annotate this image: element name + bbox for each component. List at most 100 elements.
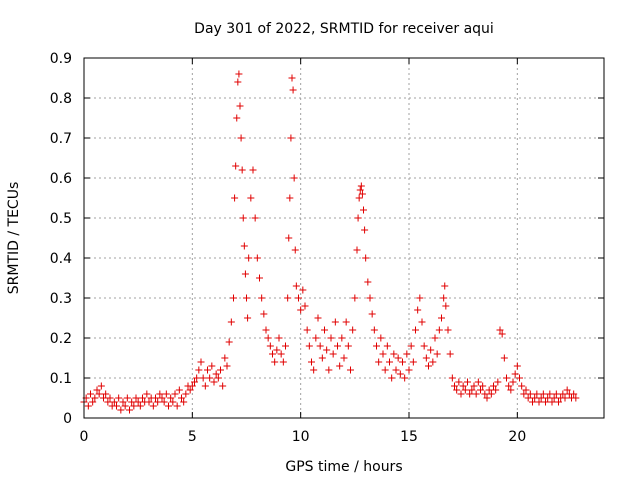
data-point xyxy=(546,390,554,398)
data-point xyxy=(232,162,240,170)
data-point xyxy=(100,394,107,402)
y-tick-label: 0.2 xyxy=(50,331,72,347)
data-point xyxy=(392,366,400,374)
data-point xyxy=(89,398,97,406)
data-point xyxy=(110,398,118,406)
data-point xyxy=(106,394,114,402)
data-point xyxy=(364,278,372,286)
data-point xyxy=(303,326,311,334)
data-point xyxy=(481,390,489,398)
data-point xyxy=(544,394,552,402)
data-point xyxy=(145,398,153,406)
data-point xyxy=(193,374,201,382)
data-point xyxy=(427,346,435,354)
data-point xyxy=(241,270,249,278)
data-point xyxy=(132,394,140,402)
data-point xyxy=(531,394,539,402)
data-point xyxy=(245,254,253,262)
data-point xyxy=(414,306,422,314)
y-tick-label: 0.1 xyxy=(50,371,72,387)
x-tick-label: 15 xyxy=(400,429,418,445)
data-point xyxy=(321,326,328,334)
data-point xyxy=(425,362,432,370)
data-point xyxy=(284,294,292,302)
data-point xyxy=(139,394,146,402)
data-point xyxy=(235,70,243,78)
data-point xyxy=(201,382,209,390)
data-point xyxy=(188,382,196,390)
data-point xyxy=(115,394,123,402)
data-point xyxy=(165,402,172,410)
y-tick-label: 0.7 xyxy=(50,131,72,147)
data-point xyxy=(295,294,302,302)
data-point xyxy=(305,342,313,350)
data-point xyxy=(360,206,367,214)
data-point xyxy=(416,294,424,302)
data-point xyxy=(171,390,179,398)
data-point xyxy=(97,382,105,390)
data-point xyxy=(375,358,383,366)
data-point xyxy=(291,246,299,254)
data-point xyxy=(154,398,162,406)
data-point xyxy=(422,354,430,362)
data-point xyxy=(91,394,99,402)
data-point xyxy=(152,394,159,402)
data-points xyxy=(80,70,580,414)
data-point xyxy=(134,398,142,406)
data-point xyxy=(290,174,298,182)
y-tick-labels: 0 0.1 0.2 0.3 0.4 0.5 0.6 0.7 0.8 0.9 xyxy=(50,51,72,427)
data-point xyxy=(334,342,341,350)
data-point xyxy=(420,342,428,350)
data-point xyxy=(126,406,133,414)
data-point xyxy=(243,294,250,302)
data-point xyxy=(561,394,569,402)
data-point xyxy=(498,330,506,338)
data-point xyxy=(477,386,484,394)
data-point xyxy=(318,354,326,362)
data-point xyxy=(474,378,482,386)
data-point xyxy=(403,350,411,358)
data-point xyxy=(355,194,363,202)
data-point xyxy=(282,342,289,350)
data-point xyxy=(299,286,307,294)
data-point xyxy=(459,382,467,390)
data-point xyxy=(258,294,266,302)
data-point xyxy=(233,114,241,122)
data-point xyxy=(191,378,198,386)
y-axis-label: SRMTID / TECUs xyxy=(6,182,22,295)
data-point xyxy=(451,382,458,390)
data-point xyxy=(210,378,218,386)
data-point xyxy=(173,402,181,410)
data-point xyxy=(357,182,365,190)
data-point xyxy=(292,282,300,290)
data-point xyxy=(490,382,497,390)
data-point xyxy=(230,294,237,302)
x-tick-label: 10 xyxy=(292,429,310,445)
data-point xyxy=(247,194,255,202)
data-point xyxy=(102,390,110,398)
data-point xyxy=(377,334,385,342)
data-point xyxy=(524,394,532,402)
data-point xyxy=(353,246,361,254)
data-point xyxy=(178,394,185,402)
data-point xyxy=(206,374,214,382)
data-point xyxy=(466,390,474,398)
data-point xyxy=(260,310,268,318)
data-point xyxy=(238,166,246,174)
data-point xyxy=(440,294,448,302)
data-point xyxy=(223,362,231,370)
data-point xyxy=(405,366,413,374)
data-point xyxy=(358,190,366,198)
data-point xyxy=(500,354,508,362)
data-point xyxy=(572,394,580,402)
data-point xyxy=(149,402,157,410)
y-tick-label: 0 xyxy=(63,411,72,427)
data-point xyxy=(251,214,259,222)
data-point xyxy=(390,350,398,358)
data-point xyxy=(550,394,558,402)
data-point xyxy=(225,338,233,346)
x-tick-label: 5 xyxy=(188,429,197,445)
data-point xyxy=(156,390,164,398)
data-point xyxy=(93,386,101,394)
data-point xyxy=(130,402,138,410)
